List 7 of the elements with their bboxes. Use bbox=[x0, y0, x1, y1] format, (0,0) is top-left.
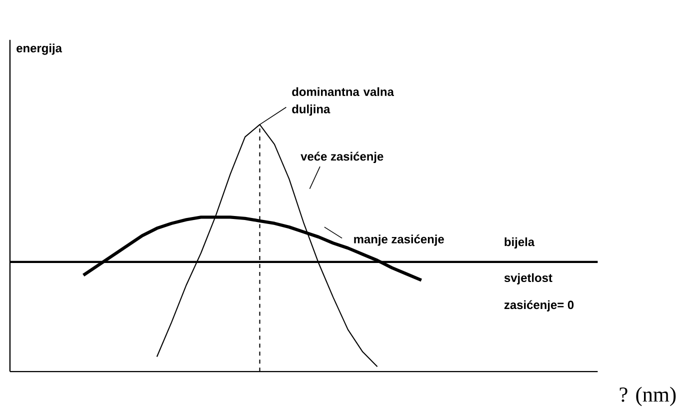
text: dominantna valna duljina bbox=[292, 87, 394, 116]
legend-label: manje zasićenje bbox=[354, 234, 444, 246]
series-label: veće zasićenje bbox=[300, 152, 384, 163]
text: energija bbox=[16, 43, 62, 55]
x-axis-title: ? (nm) bbox=[620, 386, 676, 406]
annotation: zasićenje= 0 bbox=[504, 300, 574, 312]
text: bijela svjetlost bbox=[504, 237, 552, 284]
